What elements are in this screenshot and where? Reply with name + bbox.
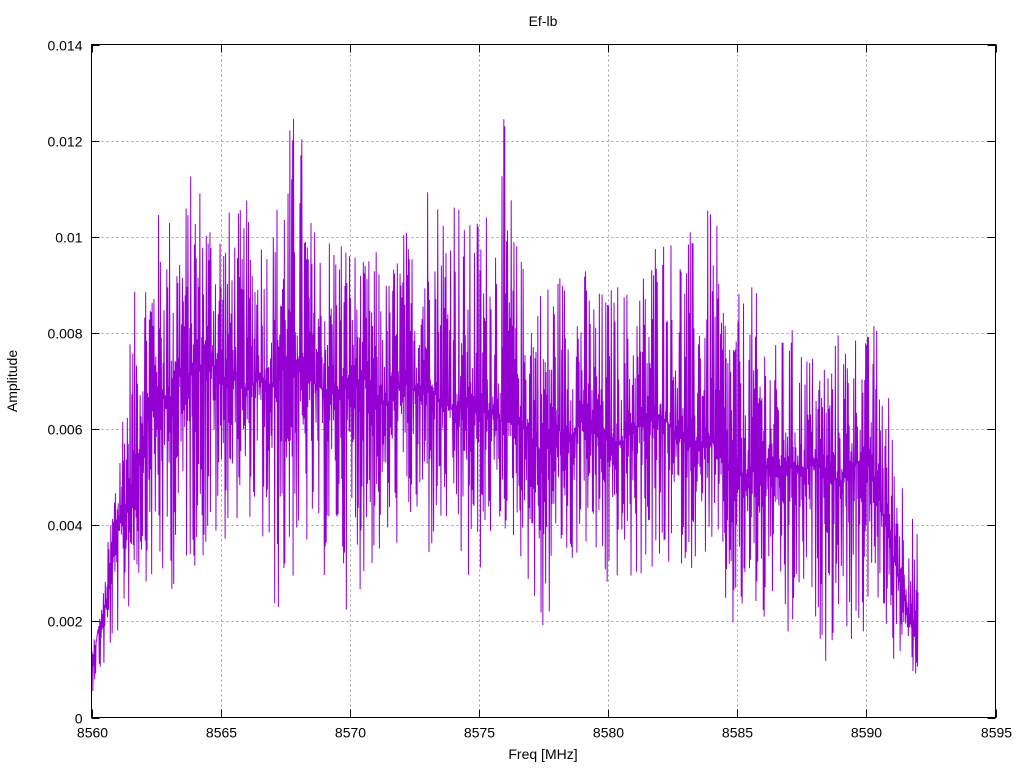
y-tick-label: 0.012 <box>47 134 82 150</box>
y-tick-label: 0.006 <box>47 422 82 438</box>
ticks <box>91 44 997 719</box>
x-tick-label: 8565 <box>206 725 237 741</box>
series-line <box>91 119 919 692</box>
y-tick-label: 0.01 <box>55 230 82 246</box>
chart-title: Ef-lb <box>529 13 558 29</box>
y-axis-title: Amplitude <box>4 350 20 412</box>
y-tick-label: 0.008 <box>47 326 82 342</box>
x-tick-label: 8575 <box>464 725 495 741</box>
x-tick-label: 8595 <box>981 725 1012 741</box>
y-tick-label: 0 <box>75 711 83 727</box>
plot-frame <box>91 44 996 718</box>
y-tick-label: 0.002 <box>47 614 82 630</box>
y-tick-label: 0.014 <box>47 38 82 54</box>
series-layer <box>91 119 919 692</box>
x-axis-title: Freq [MHz] <box>508 746 577 762</box>
x-tick-labels: 8560 8565 8570 8575 8580 8585 8590 8595 <box>77 725 1012 741</box>
y-tick-labels: 0 0.002 0.004 0.006 0.008 0.01 0.012 0.014 <box>47 38 82 727</box>
x-tick-label: 8590 <box>851 725 882 741</box>
x-tick-label: 8585 <box>722 725 753 741</box>
y-tick-label: 0.004 <box>47 518 82 534</box>
x-tick-label: 8570 <box>335 725 366 741</box>
x-tick-label: 8580 <box>593 725 624 741</box>
x-tick-label: 8560 <box>77 725 108 741</box>
